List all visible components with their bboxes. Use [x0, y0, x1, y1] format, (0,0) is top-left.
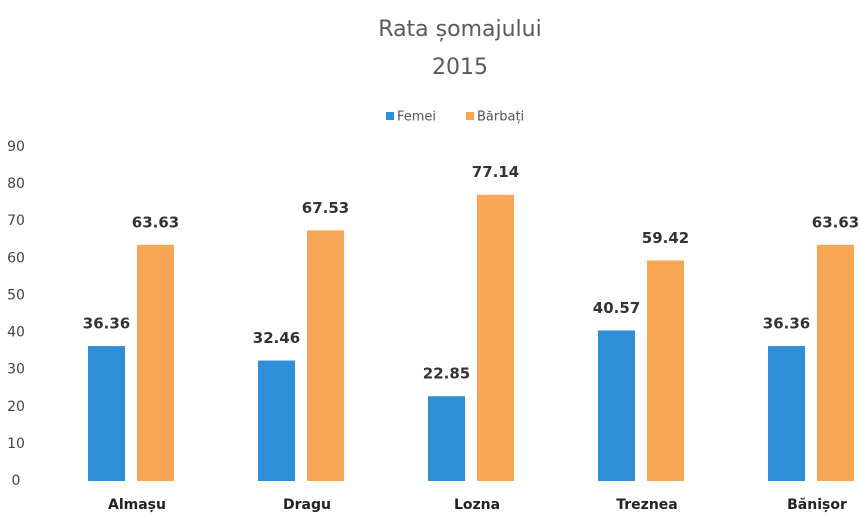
y-tick-label: 70 — [7, 213, 25, 229]
y-tick-label: 40 — [7, 325, 25, 341]
x-tick-label: Bănișor — [787, 497, 847, 513]
chart-title: Rata șomajului — [378, 17, 541, 42]
bar — [477, 194, 514, 481]
data-label: 40.57 — [593, 299, 640, 317]
y-tick-label: 50 — [7, 287, 25, 303]
x-tick-label: Treznea — [616, 497, 677, 513]
bar — [817, 244, 854, 481]
bar — [88, 346, 125, 481]
data-label: 59.42 — [642, 229, 689, 247]
bar — [307, 230, 344, 481]
bar — [647, 260, 684, 481]
data-label: 63.63 — [132, 213, 179, 231]
data-label: 32.46 — [253, 329, 300, 347]
data-label: 63.63 — [812, 213, 859, 231]
y-tick-label: 60 — [7, 250, 25, 266]
y-tick-label: 0 — [12, 473, 21, 489]
bar — [137, 244, 174, 481]
x-tick-label: Lozna — [454, 497, 500, 513]
bar — [768, 346, 805, 481]
data-label: 77.14 — [472, 163, 519, 181]
data-label: 67.53 — [302, 199, 349, 217]
x-tick-label: Dragu — [283, 497, 331, 513]
data-label: 22.85 — [423, 365, 470, 383]
bar — [428, 396, 465, 481]
data-label: 36.36 — [83, 315, 130, 333]
legend-swatch — [386, 112, 394, 120]
y-tick-label: 80 — [7, 176, 25, 192]
y-tick-label: 90 — [7, 139, 25, 155]
bar — [258, 360, 295, 481]
y-tick-label: 20 — [7, 399, 25, 415]
legend-swatch — [466, 112, 474, 120]
legend-label: Bărbați — [477, 110, 524, 125]
legend-label: Femei — [397, 110, 436, 125]
x-tick-label: Almașu — [108, 497, 166, 513]
y-tick-label: 10 — [7, 436, 25, 452]
y-tick-label: 30 — [7, 362, 25, 378]
data-label: 36.36 — [763, 315, 810, 333]
chart-subtitle: 2015 — [432, 55, 488, 80]
bar — [598, 330, 635, 481]
